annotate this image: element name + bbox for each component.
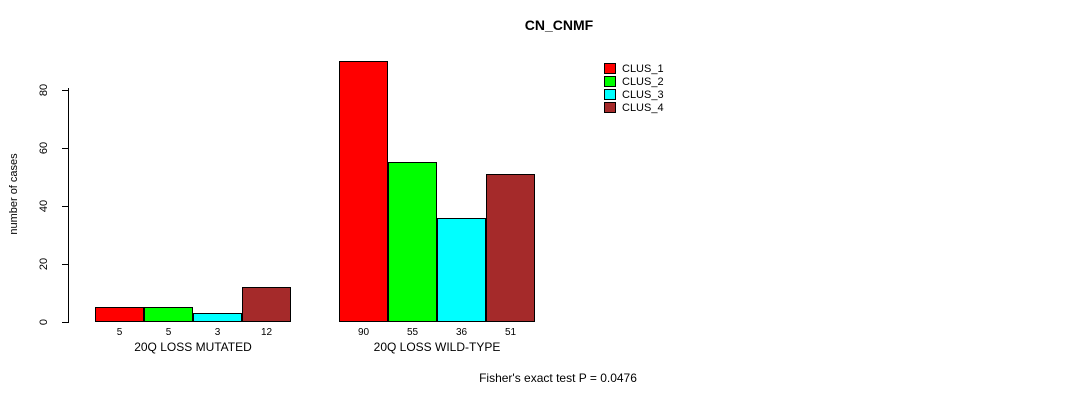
legend-item: CLUS_3 bbox=[604, 88, 664, 101]
fisher-test-note: Fisher's exact test P = 0.0476 bbox=[479, 371, 637, 385]
bar-clus_4 bbox=[486, 174, 535, 322]
bar-value-label: 90 bbox=[357, 327, 370, 338]
x-group-label: 20Q LOSS MUTATED bbox=[134, 340, 252, 354]
legend-label: CLUS_2 bbox=[622, 75, 664, 88]
y-axis-tick-label: 80 bbox=[38, 83, 50, 97]
y-axis-tick bbox=[62, 322, 68, 323]
legend-item: CLUS_4 bbox=[604, 101, 664, 114]
x-group-label: 20Q LOSS WILD-TYPE bbox=[373, 340, 501, 354]
y-axis-tick bbox=[62, 206, 68, 207]
bar-clus_3 bbox=[193, 313, 242, 322]
legend-swatch-clus_1 bbox=[604, 63, 616, 74]
bar-value-label: 5 bbox=[116, 327, 123, 338]
bar-value-label: 12 bbox=[260, 327, 273, 338]
bar-value-label: 3 bbox=[214, 327, 221, 338]
bar-clus_1 bbox=[95, 307, 144, 322]
y-axis-tick bbox=[62, 148, 68, 149]
legend-label: CLUS_1 bbox=[622, 62, 664, 75]
bar-clus_1 bbox=[339, 61, 388, 322]
bar-clus_3 bbox=[437, 218, 486, 322]
legend: CLUS_1 CLUS_2 CLUS_3 CLUS_4 bbox=[604, 62, 664, 114]
y-axis-tick bbox=[62, 90, 68, 91]
y-axis-tick-label: 0 bbox=[38, 318, 50, 326]
bar-clus_4 bbox=[242, 287, 291, 322]
bar-clus_2 bbox=[144, 307, 193, 322]
legend-swatch-clus_4 bbox=[604, 102, 616, 113]
legend-swatch-clus_3 bbox=[604, 89, 616, 100]
y-axis-tick-label: 20 bbox=[38, 257, 50, 271]
y-axis-title: number of cases bbox=[8, 153, 20, 235]
y-axis-tick-label: 40 bbox=[38, 199, 50, 213]
legend-item: CLUS_1 bbox=[604, 62, 664, 75]
bar-value-label: 55 bbox=[406, 327, 419, 338]
chart-title: CN_CNMF bbox=[524, 17, 594, 33]
bar-value-label: 5 bbox=[165, 327, 172, 338]
legend-label: CLUS_3 bbox=[622, 88, 664, 101]
legend-item: CLUS_2 bbox=[604, 75, 664, 88]
bar-value-label: 36 bbox=[455, 327, 468, 338]
bar-clus_2 bbox=[388, 162, 437, 322]
y-axis-tick bbox=[62, 264, 68, 265]
legend-swatch-clus_2 bbox=[604, 76, 616, 87]
y-axis-line bbox=[68, 88, 69, 323]
bar-value-label: 51 bbox=[504, 327, 517, 338]
legend-label: CLUS_4 bbox=[622, 101, 664, 114]
y-axis-tick-label: 60 bbox=[38, 141, 50, 155]
